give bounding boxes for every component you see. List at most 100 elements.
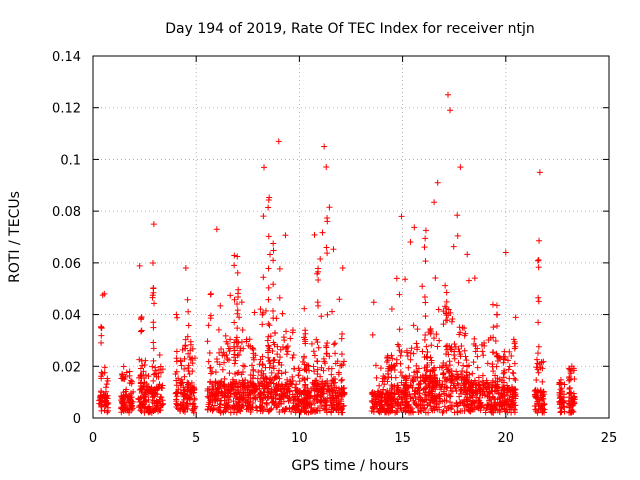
roti-point [496, 376, 503, 383]
roti-point [488, 387, 495, 394]
roti-point [566, 384, 573, 391]
roti-point [323, 344, 330, 351]
roti-point [508, 352, 515, 359]
roti-point [482, 409, 489, 416]
roti-point [571, 376, 578, 383]
roti-point [470, 359, 477, 366]
roti-point [149, 405, 156, 412]
roti-point [538, 359, 545, 366]
roti-point [298, 407, 305, 414]
roti-point [402, 373, 409, 380]
roti-point [150, 319, 157, 326]
chart-title: Day 194 of 2019, Rate Of TEC Index for r… [165, 21, 535, 37]
roti-point [430, 366, 437, 373]
roti-point [407, 239, 414, 246]
roti-point [207, 315, 214, 322]
roti-point [500, 379, 507, 386]
roti-point [264, 347, 271, 354]
y-tick-label: 0.12 [52, 102, 81, 117]
roti-point [259, 399, 266, 406]
roti-point [474, 364, 481, 371]
roti-point [486, 395, 493, 402]
roti-point [481, 339, 488, 346]
roti-point [414, 326, 421, 333]
roti-point [502, 408, 509, 415]
roti-point [490, 368, 497, 375]
roti-point [446, 369, 453, 376]
roti-point [250, 399, 257, 406]
roti-point [428, 406, 435, 413]
roti-point [207, 378, 214, 385]
roti-point [205, 322, 212, 329]
roti-point [323, 164, 330, 171]
roti-point [184, 386, 191, 393]
roti-point [373, 393, 380, 400]
roti-point [304, 375, 311, 382]
roti-point [454, 212, 461, 219]
roti-point [264, 337, 271, 344]
roti-point [510, 406, 517, 413]
roti-point [532, 406, 539, 413]
roti-point [260, 406, 267, 413]
roti-point [338, 389, 345, 396]
roti-point [146, 388, 153, 395]
roti-point [240, 389, 247, 396]
roti-point [421, 336, 428, 343]
roti-point [339, 331, 346, 338]
roti-point [494, 358, 501, 365]
roti-point [416, 387, 423, 394]
roti-point [468, 392, 475, 399]
roti-point [533, 395, 540, 402]
roti-point [537, 387, 544, 394]
roti-point [381, 374, 388, 381]
roti-point [265, 196, 272, 203]
roti-point [145, 409, 152, 416]
roti-point [532, 386, 539, 393]
roti-point [275, 370, 282, 377]
roti-point [231, 339, 238, 346]
roti-point [483, 377, 490, 384]
roti-point [301, 387, 308, 394]
roti-point [502, 249, 509, 256]
y-tick-label: 0.02 [52, 360, 81, 375]
roti-point [471, 335, 478, 342]
roti-point [207, 291, 214, 298]
roti-point [339, 265, 346, 272]
roti-point [204, 406, 211, 413]
roti-point [385, 365, 392, 372]
roti-point [231, 391, 238, 398]
roti-point [443, 309, 450, 316]
roti-point [276, 408, 283, 415]
roti-point [237, 347, 244, 354]
roti-point [422, 235, 429, 242]
roti-point [238, 299, 245, 306]
roti-point [386, 398, 393, 405]
roti-point [393, 387, 400, 394]
roti-point [229, 381, 236, 388]
roti-point [289, 354, 296, 361]
roti-point [377, 365, 384, 372]
roti-point [382, 397, 389, 404]
roti-point [216, 380, 223, 387]
roti-point [433, 382, 440, 389]
roti-point [393, 356, 400, 363]
roti-point [500, 353, 507, 360]
roti-point [315, 268, 322, 275]
roti-point [324, 250, 331, 257]
roti-point [102, 384, 109, 391]
roti-point [399, 399, 406, 406]
roti-point [384, 357, 391, 364]
roti-point [338, 362, 345, 369]
roti-point [250, 390, 257, 397]
roti-point [150, 345, 157, 352]
roti-point [318, 313, 325, 320]
roti-point [188, 393, 195, 400]
roti-point [396, 291, 403, 298]
roti-point [314, 339, 321, 346]
roti-point [259, 382, 266, 389]
roti-point [184, 405, 191, 412]
roti-point [311, 368, 318, 375]
roti-point [431, 335, 438, 342]
roti-point [535, 403, 542, 410]
roti-point [234, 325, 241, 332]
